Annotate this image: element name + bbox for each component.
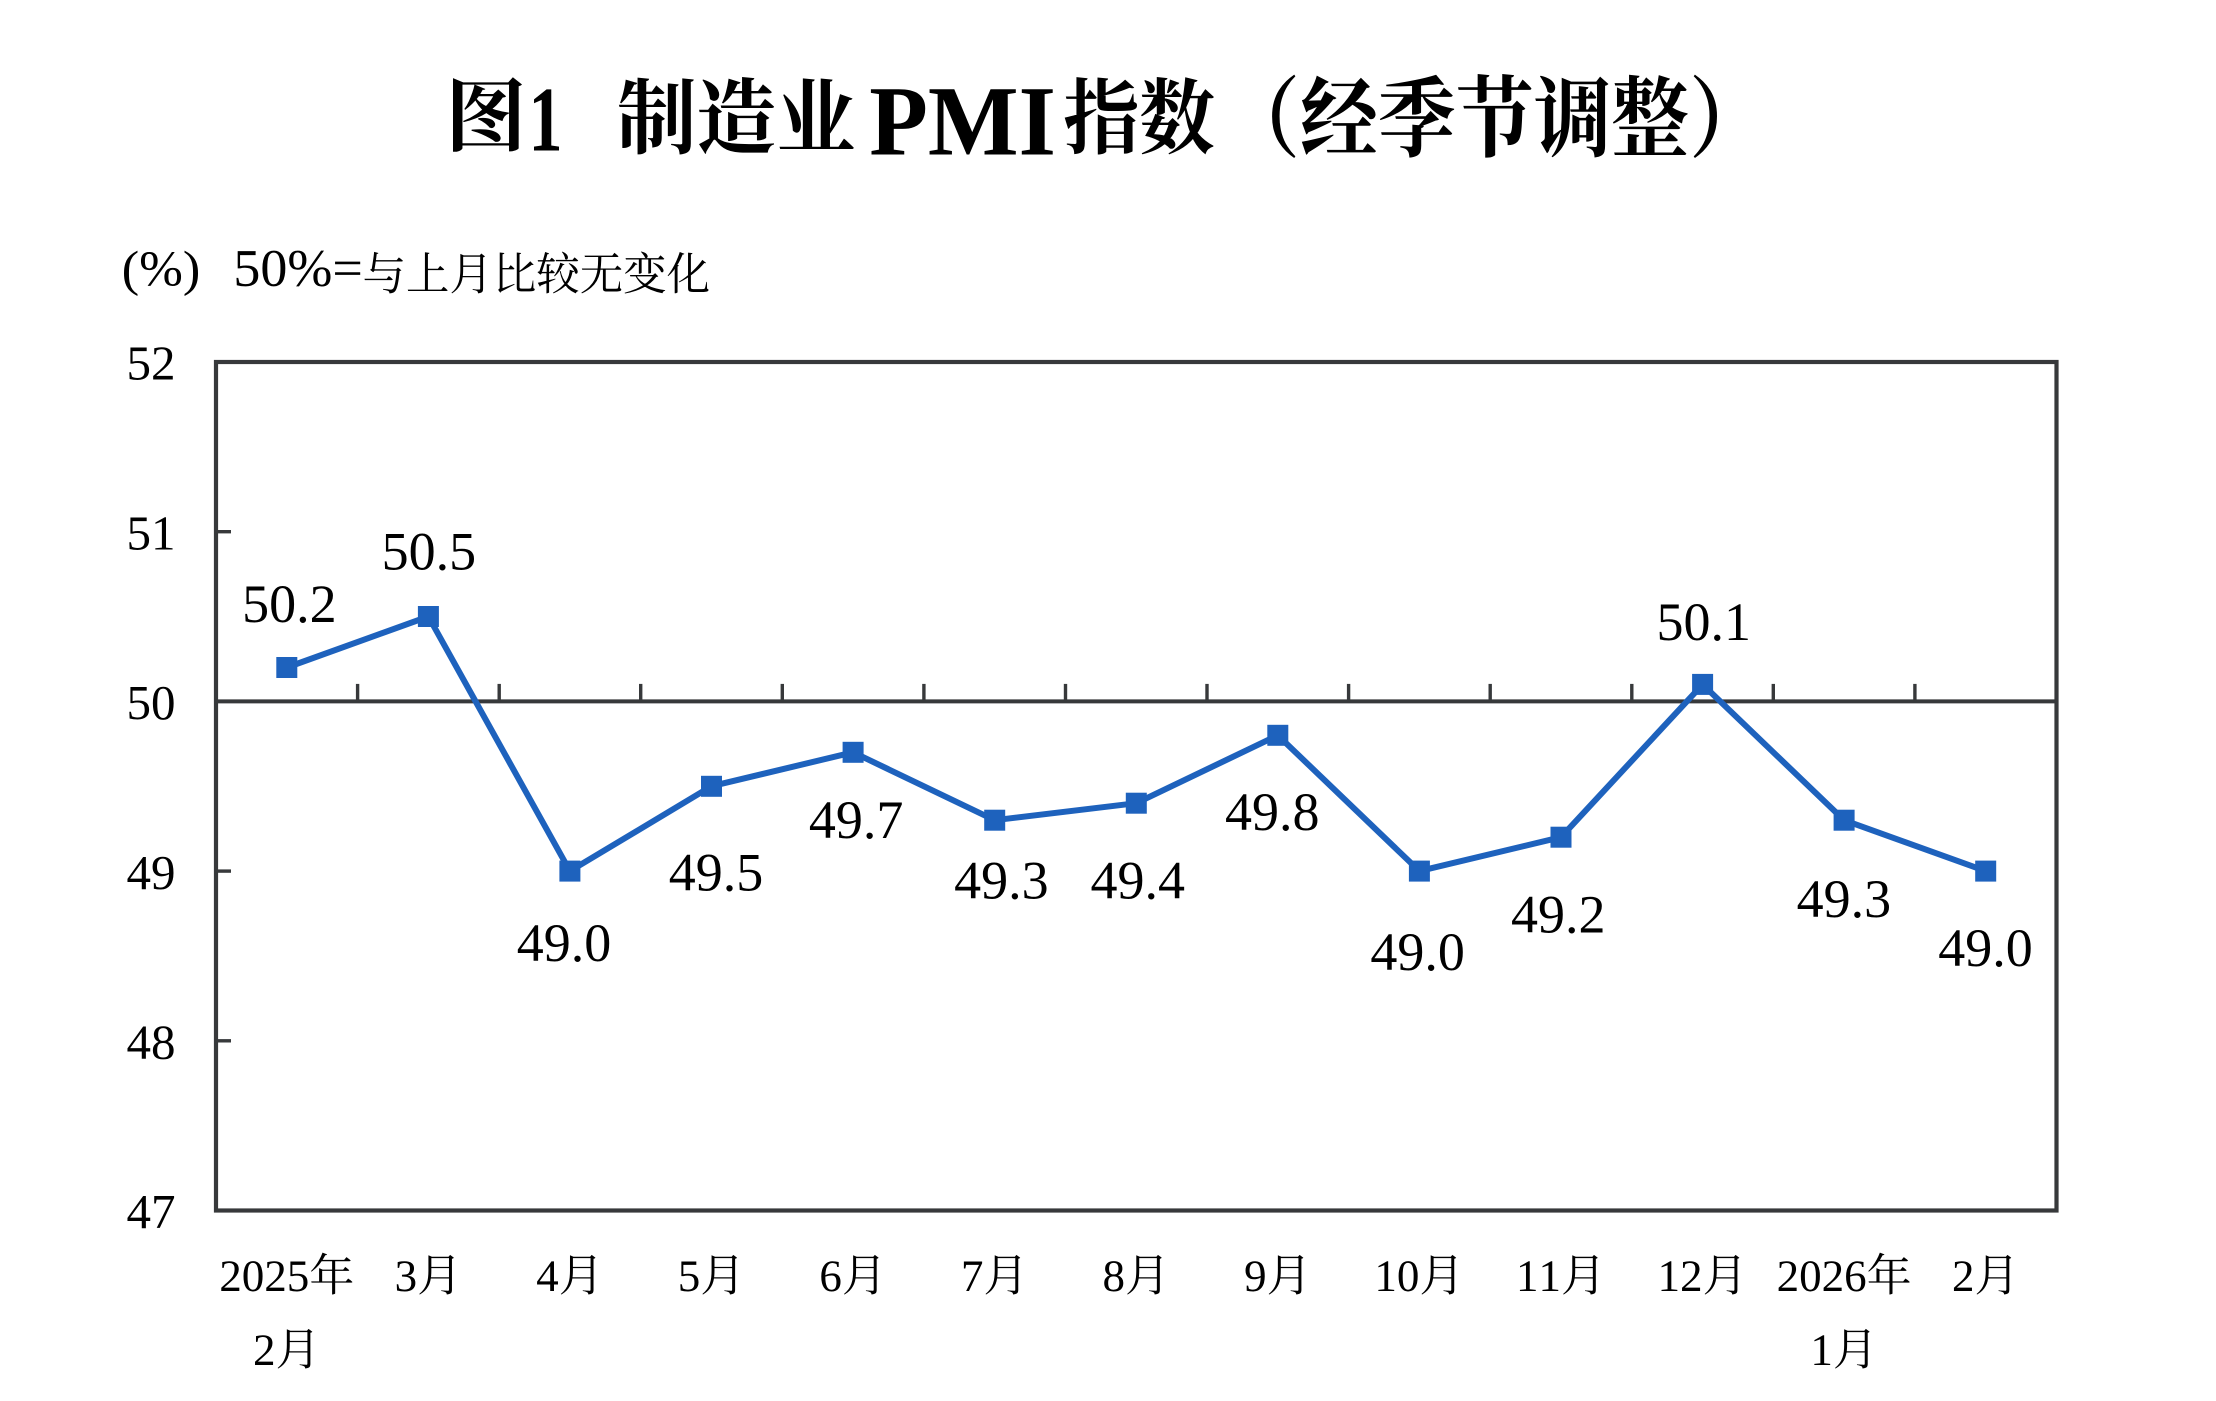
svg-text:50: 50 bbox=[127, 675, 176, 730]
svg-text:49.3: 49.3 bbox=[954, 851, 1049, 911]
svg-text:51: 51 bbox=[127, 505, 176, 560]
svg-text:48: 48 bbox=[127, 1015, 176, 1070]
svg-text:49.3: 49.3 bbox=[1797, 869, 1892, 929]
svg-text:49.0: 49.0 bbox=[517, 913, 612, 973]
svg-text:49.2: 49.2 bbox=[1511, 884, 1606, 944]
svg-text:49.0: 49.0 bbox=[1938, 918, 2033, 978]
svg-text:50.5: 50.5 bbox=[382, 521, 477, 581]
svg-text:49.7: 49.7 bbox=[809, 790, 904, 850]
svg-text:50.1: 50.1 bbox=[1656, 592, 1751, 652]
svg-text:49.8: 49.8 bbox=[1225, 782, 1320, 842]
svg-text:49.0: 49.0 bbox=[1370, 922, 1465, 982]
svg-text:50.2: 50.2 bbox=[242, 574, 337, 634]
svg-text:49: 49 bbox=[127, 845, 176, 900]
svg-text:52: 52 bbox=[127, 336, 176, 391]
svg-text:49.5: 49.5 bbox=[669, 842, 764, 902]
svg-text:47: 47 bbox=[127, 1184, 176, 1239]
svg-text:49.4: 49.4 bbox=[1090, 851, 1185, 911]
